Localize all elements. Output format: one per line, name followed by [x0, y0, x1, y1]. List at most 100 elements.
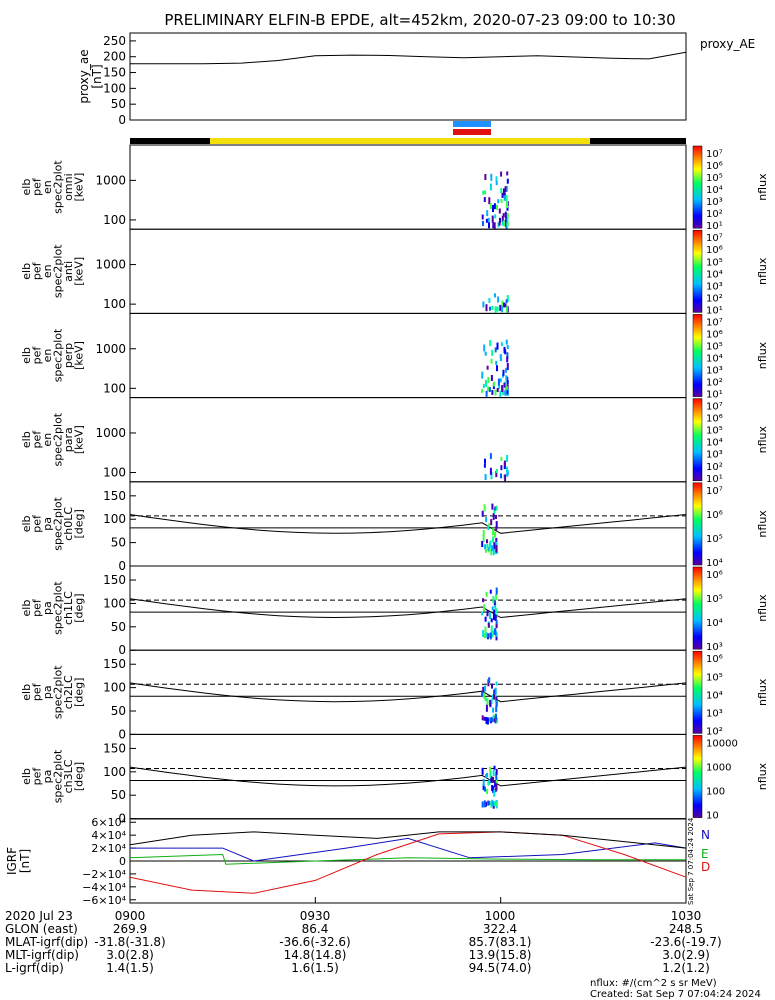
- spectrogram-cell: [506, 390, 509, 395]
- spectrogram-cell: [497, 378, 500, 386]
- panel-ylabel-line: pef: [31, 346, 44, 365]
- spectrogram-cell: [495, 181, 498, 186]
- panel-ylabel-line: [deg]: [73, 762, 86, 791]
- spectrogram-cell: [484, 458, 486, 464]
- spectrogram-cell: [489, 632, 492, 640]
- spectrogram-cell: [494, 214, 497, 219]
- spectrogram-cell: [494, 602, 497, 609]
- panel-ylabel-line: pef: [31, 682, 44, 701]
- colorbar-tick-label: 10¹: [706, 390, 723, 401]
- spectrogram-cell: [484, 351, 487, 356]
- panel-ylabel-line: en: [41, 349, 54, 363]
- sunlight-bar: [210, 138, 590, 144]
- spectrogram-cell: [503, 194, 506, 201]
- colorbar-tick-label: 10⁶: [706, 329, 723, 340]
- panel-frame: [129, 312, 687, 399]
- ytick-label: 50: [111, 704, 126, 718]
- spectrogram-cell: [493, 508, 496, 514]
- spectrogram-cell: [504, 211, 507, 219]
- igrf-series-D: [129, 831, 687, 894]
- colorbar-label-text: nflux: [756, 678, 769, 706]
- spectrogram-cell: [493, 381, 496, 387]
- spectrogram-cell: [486, 633, 489, 640]
- spectrogram-cell: [498, 221, 501, 226]
- spectrogram-cell: [489, 589, 492, 594]
- spectrogram-cell: [486, 789, 488, 794]
- spectrogram-cell: [493, 203, 496, 210]
- colorbar-tick-label: 10¹: [706, 474, 723, 485]
- panel-ylabel-line: anti: [62, 261, 75, 282]
- panel-ylabel-line: elb: [20, 263, 33, 280]
- panel-ylabel-line: pa: [41, 770, 54, 784]
- panel-frame: [129, 481, 687, 567]
- ytick-label: 100: [103, 297, 126, 311]
- spectrogram-cell: [487, 622, 490, 628]
- panel-frame: [129, 649, 687, 735]
- spectrogram-cell: [482, 190, 485, 195]
- spectrogram-cell: [488, 222, 490, 229]
- spectrogram-cell: [491, 545, 493, 552]
- ytick-label: 100: [103, 466, 126, 480]
- spectrogram-cell: [483, 716, 486, 721]
- spectrogram-cell: [488, 717, 491, 722]
- mlat-2: 85.7(83.1): [469, 935, 532, 949]
- spectrogram-cell: [501, 300, 504, 308]
- spectrogram-cell: [481, 371, 484, 379]
- spectrogram-cell: [501, 306, 503, 313]
- spectrogram-cell: [495, 701, 498, 707]
- colorbar-tick-label: 10: [706, 811, 719, 822]
- igrf-ylabel: IGRF [nT]: [5, 847, 32, 875]
- spectrogram-cell: [487, 386, 490, 392]
- spectrogram-cell: [495, 633, 498, 641]
- panel-ylabel-line: ch3LC: [62, 759, 75, 793]
- panel-ylabel-line: para: [62, 427, 75, 452]
- spectrogram-cell: [493, 222, 496, 230]
- spectrogram-cell: [505, 299, 508, 304]
- spectrogram-cell: [495, 471, 498, 478]
- spectrogram-cell: [492, 630, 495, 635]
- spectrogram-cell: [495, 608, 498, 614]
- colorbar-label-text: nflux: [756, 426, 769, 454]
- spectrogram-cell: [506, 466, 508, 473]
- spectrogram-cell: [490, 358, 493, 364]
- colorbar-label-text: nflux: [756, 257, 769, 285]
- ytick-label: 100: [103, 596, 126, 610]
- spectrogram-cell: [492, 528, 494, 536]
- spectrogram-cell: [490, 699, 493, 704]
- lshell-3: 1.2(1.2): [662, 961, 710, 975]
- spectrogram-cell: [485, 717, 488, 724]
- spectrogram-cell: [494, 788, 497, 793]
- spectrogram-cell: [494, 780, 496, 785]
- spectrogram-cell: [482, 383, 485, 388]
- spectrogram-cell: [490, 183, 492, 191]
- shadow-bar-left: [130, 138, 210, 144]
- spectrogram-cell: [483, 197, 486, 202]
- colorbar-tick-label: 1000: [706, 762, 731, 773]
- panel-ylabel-line: elb: [20, 768, 33, 785]
- igrf-ytick-label: 2×10⁴: [91, 842, 126, 855]
- spectrogram-cell: [493, 689, 496, 694]
- panel-ylabel-line: [deg]: [73, 509, 86, 538]
- spectrogram-cell: [506, 295, 509, 302]
- spectrogram-cell: [488, 197, 491, 205]
- colorbar-tick-label: 10⁵: [706, 426, 723, 437]
- spectrogram-cell: [499, 390, 502, 398]
- colorbar-gradient: [692, 566, 703, 650]
- colorbar-label: nflux: [756, 341, 769, 369]
- spectrogram-cell: [489, 703, 492, 708]
- panel-ylabel-line: [keV]: [73, 173, 86, 202]
- colorbar-label: nflux: [756, 510, 769, 538]
- spectrogram-cell: [487, 217, 490, 222]
- panel-ylabel-line: en: [41, 180, 54, 194]
- spectrogram-cell: [491, 389, 494, 395]
- ytick-label: 1000: [95, 426, 126, 440]
- colorbar-label: nflux: [756, 762, 769, 790]
- spectrogram-cell: [496, 306, 499, 312]
- spectrogram-cell: [493, 693, 495, 700]
- spectrogram-cell: [504, 349, 507, 355]
